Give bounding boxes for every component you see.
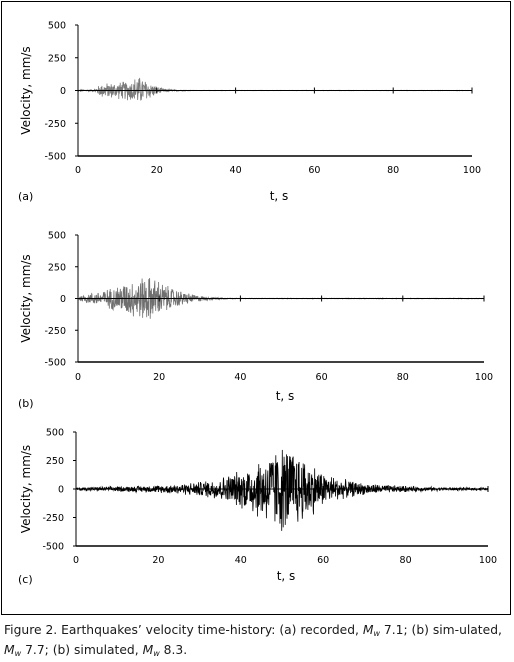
x-tick-label: 40 — [235, 555, 247, 566]
panel-label: (c) — [18, 573, 33, 586]
x-tick-label: 60 — [308, 165, 320, 176]
y-tick-label: -500 — [44, 152, 66, 163]
velocity-trace — [75, 449, 489, 531]
x-tick-label: 100 — [463, 165, 481, 176]
x-tick-label: 20 — [153, 372, 165, 383]
y-tick-label: 0 — [60, 86, 66, 97]
chart-panel-a: 500 250 0 -250 -500 0 20 40 60 80 100 Velocity, mm/… — [18, 21, 481, 204]
y-axis-title: Velocity, mm/s — [19, 445, 33, 533]
y-tick-label: -250 — [42, 513, 64, 524]
y-tick-label: -500 — [44, 358, 66, 369]
panel-label: (a) — [18, 190, 33, 203]
velocity-charts: 500 250 0 -250 -500 0 20 40 60 80 100 Velocity, mm/… — [18, 21, 497, 587]
y-tick-label: 0 — [60, 294, 66, 305]
figure-frame — [1, 1, 511, 615]
y-tick-label: 500 — [48, 21, 66, 32]
x-tick-label: 40 — [234, 372, 246, 383]
y-tick-label: 250 — [48, 53, 66, 64]
x-tick-label: 100 — [479, 555, 497, 566]
y-tick-label: 500 — [48, 231, 66, 242]
x-tick-label: 20 — [152, 555, 164, 566]
x-tick-label: 20 — [151, 165, 163, 176]
x-tick-label: 40 — [230, 165, 242, 176]
panel-label: (b) — [18, 397, 34, 410]
x-axis-title: t, s — [276, 389, 295, 403]
x-tick-label: 80 — [387, 165, 399, 176]
y-tick-label: 250 — [48, 262, 66, 273]
chart-panel-c: 500 250 0 -250 -500 0 20 40 60 80 100 Velocity, mm/… — [18, 428, 497, 587]
y-tick-label: 500 — [46, 428, 64, 439]
y-axis-title: Velocity, mm/s — [19, 46, 33, 134]
x-tick-label: 60 — [317, 555, 329, 566]
x-tick-label: 0 — [75, 165, 81, 176]
y-axis-title: Velocity, mm/s — [19, 254, 33, 342]
x-tick-label: 80 — [397, 372, 409, 383]
x-tick-label: 80 — [400, 555, 412, 566]
figure-caption: Figure 2. Earthquakes’ velocity time-his… — [4, 623, 502, 658]
x-axis-title: t, s — [277, 569, 296, 583]
chart-panel-b: 500 250 0 -250 -500 0 20 40 60 80 100 Velocity, mm/… — [18, 231, 493, 411]
x-tick-label: 0 — [73, 555, 79, 566]
y-tick-label: -250 — [44, 119, 66, 130]
velocity-trace — [77, 77, 473, 101]
x-tick-label: 100 — [475, 372, 493, 383]
x-axis-title: t, s — [270, 189, 289, 203]
y-tick-label: 250 — [46, 456, 64, 467]
y-tick-label: -500 — [42, 542, 64, 553]
y-tick-label: 0 — [58, 485, 64, 496]
x-tick-label: 0 — [75, 372, 81, 383]
x-tick-label: 60 — [316, 372, 328, 383]
y-tick-label: -250 — [44, 326, 66, 337]
